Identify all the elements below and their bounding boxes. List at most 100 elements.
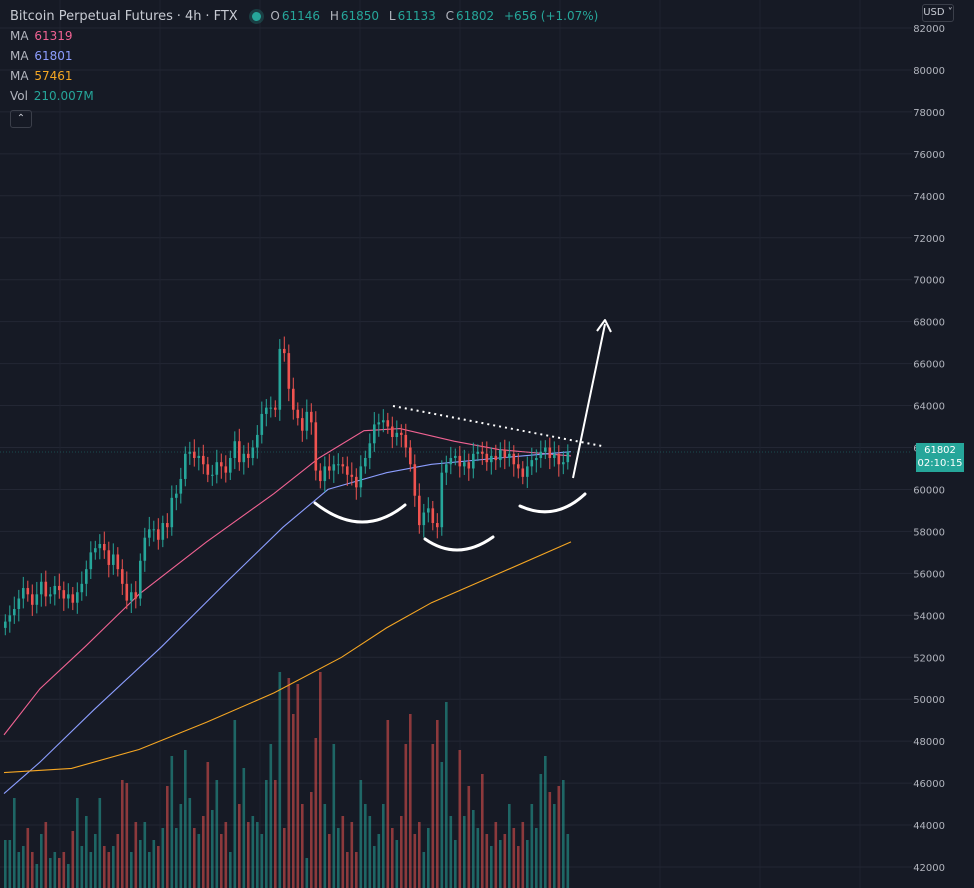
- indicator-ma-1[interactable]: MA 61319: [10, 26, 604, 46]
- volume-bar: [292, 714, 295, 888]
- open-label: O: [270, 9, 280, 23]
- volume-bar: [301, 804, 304, 888]
- price-tick-label: 72000: [913, 234, 945, 245]
- candle-body: [476, 451, 480, 454]
- indicator-value: 57461: [34, 69, 73, 83]
- candle-body: [562, 462, 565, 465]
- drawings[interactable]: [313, 319, 612, 552]
- volume-bar: [265, 780, 268, 888]
- candle-body: [13, 609, 16, 616]
- candle-body: [337, 464, 340, 466]
- interval-label[interactable]: 4h: [185, 9, 202, 24]
- candle-body: [242, 453, 246, 463]
- price-tick-label: 52000: [913, 653, 945, 664]
- close-label: C: [445, 9, 454, 23]
- volume-bar: [508, 804, 511, 888]
- candle-body: [409, 447, 412, 465]
- volume-bar: [499, 840, 502, 888]
- candle-body: [499, 449, 502, 461]
- chevron-up-icon: ⌃: [16, 113, 26, 124]
- price-tick-label: 56000: [913, 569, 945, 580]
- volume-bar: [526, 840, 529, 888]
- candle-body: [256, 434, 259, 448]
- volume-bar: [373, 846, 376, 888]
- candle-body: [247, 453, 250, 458]
- volume-bar: [269, 744, 273, 888]
- currency-selector[interactable]: USD ˅: [922, 4, 954, 22]
- candle-body: [116, 554, 120, 570]
- indicator-ma-2[interactable]: MA 61801: [10, 46, 604, 66]
- bar-countdown: 02:10:15: [917, 458, 963, 469]
- chart-legend: Bitcoin Perpetual Futures · 4h · FTX O 61…: [10, 6, 604, 128]
- volume-bar: [305, 858, 309, 888]
- high-value: 61850: [340, 9, 380, 23]
- candle-body: [76, 592, 79, 603]
- volume-bar: [287, 678, 291, 888]
- volume-bar: [247, 822, 250, 888]
- candle-body: [193, 451, 196, 458]
- volume-bar: [224, 822, 228, 888]
- breakout-arrow-head[interactable]: [596, 319, 612, 333]
- indicator-ma-3[interactable]: MA 57461: [10, 66, 604, 86]
- candle-body: [89, 552, 93, 570]
- candle-body: [521, 468, 525, 477]
- volume-bar: [544, 756, 547, 888]
- candle-body: [458, 455, 462, 467]
- candle-body: [238, 441, 241, 463]
- price-tick-label: 76000: [913, 150, 945, 161]
- volume-bar: [427, 828, 430, 888]
- candle-body: [431, 508, 435, 524]
- symbol-name[interactable]: Bitcoin Perpetual Futures: [10, 9, 173, 24]
- candle-body: [4, 621, 7, 628]
- candle-body: [220, 462, 223, 467]
- right-shoulder-arc[interactable]: [518, 492, 587, 514]
- candle-body: [328, 466, 331, 471]
- breakout-arrow-line[interactable]: [572, 323, 606, 479]
- price-tick-label: 44000: [913, 821, 945, 832]
- left-shoulder-arc[interactable]: [313, 501, 407, 524]
- indicator-volume[interactable]: Vol 210.007M: [10, 86, 604, 106]
- volume-bar: [103, 846, 106, 888]
- volume-bar: [89, 852, 93, 888]
- candle-body: [368, 443, 372, 458]
- volume-bar: [143, 822, 147, 888]
- volume-bar: [179, 804, 183, 888]
- candle-body: [539, 451, 543, 458]
- volume-bar: [13, 798, 16, 888]
- candle-body: [373, 424, 376, 444]
- volume-bar: [215, 780, 219, 888]
- volume-bar: [463, 816, 466, 888]
- volume-bar: [148, 852, 151, 888]
- volume-bar: [193, 828, 196, 888]
- volume-bar: [31, 852, 34, 888]
- head-arc[interactable]: [423, 535, 495, 552]
- candle-body: [287, 353, 291, 389]
- candle-body: [463, 462, 466, 467]
- trendline-dotted[interactable]: [392, 405, 603, 447]
- candle-body: [211, 474, 214, 476]
- candle-body: [566, 451, 570, 463]
- volume-bar: [458, 750, 462, 888]
- volume-bar: [49, 858, 52, 888]
- volume-bar: [485, 834, 489, 888]
- volume-bar: [364, 804, 367, 888]
- volume-bar: [76, 798, 79, 888]
- candle-body: [481, 451, 484, 454]
- candle-body: [301, 418, 304, 431]
- volume-bar: [548, 792, 552, 888]
- candle-body: [40, 581, 43, 595]
- volume-bar: [260, 834, 264, 888]
- candle-body: [130, 592, 133, 601]
- collapse-legend-button[interactable]: ⌃: [10, 110, 32, 128]
- volume-bar: [229, 852, 232, 888]
- volume-bar: [112, 846, 115, 888]
- volume-bar: [503, 834, 507, 888]
- candle-body: [377, 422, 381, 425]
- price-axis[interactable]: 82000 80000 78000 76000 74000 72000 70000 68000…: [913, 24, 945, 874]
- candle-body: [395, 432, 399, 438]
- candle-body: [80, 583, 84, 593]
- volume-bar: [256, 822, 259, 888]
- volume-bar: [404, 744, 408, 888]
